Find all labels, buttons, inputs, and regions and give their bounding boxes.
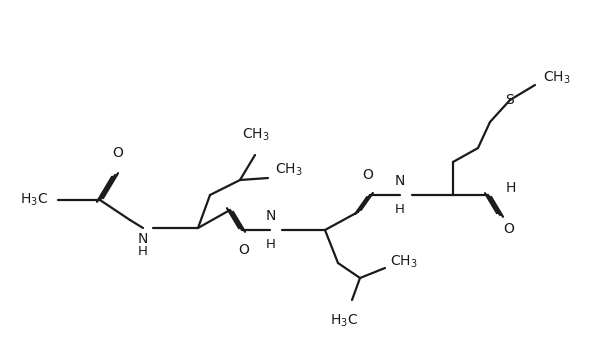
Text: N: N — [266, 209, 276, 223]
Text: CH$_3$: CH$_3$ — [275, 162, 303, 178]
Text: CH$_3$: CH$_3$ — [543, 70, 571, 86]
Text: H$_3$C: H$_3$C — [330, 313, 358, 329]
Text: N: N — [395, 174, 405, 188]
Text: H$_3$C: H$_3$C — [20, 192, 48, 208]
Text: H: H — [266, 238, 276, 251]
Text: CH$_3$: CH$_3$ — [242, 127, 270, 143]
Text: O: O — [503, 222, 514, 236]
Text: S: S — [506, 93, 514, 107]
Text: CH$_3$: CH$_3$ — [390, 254, 417, 270]
Text: H: H — [395, 203, 405, 216]
Text: H: H — [138, 245, 148, 258]
Text: N: N — [138, 232, 148, 246]
Text: O: O — [112, 146, 123, 160]
Text: O: O — [238, 243, 249, 257]
Text: H: H — [506, 181, 516, 195]
Text: O: O — [362, 168, 373, 182]
